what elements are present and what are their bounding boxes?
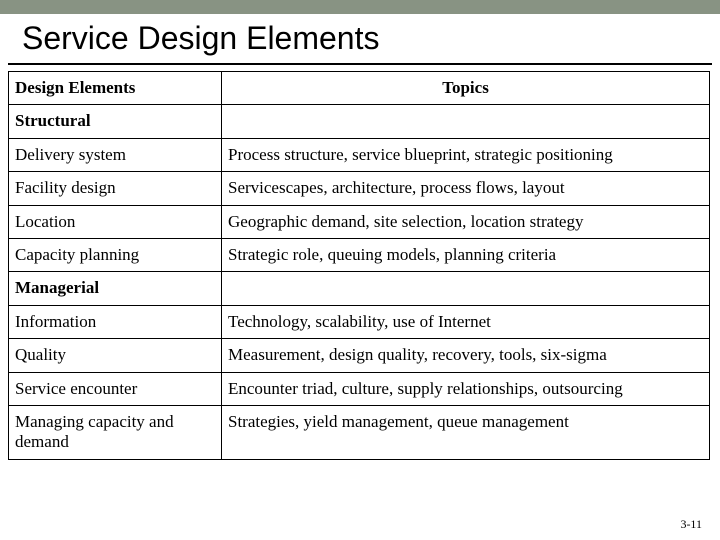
row-label: Delivery system: [9, 138, 222, 171]
table-row: Delivery system Process structure, servi…: [9, 138, 710, 171]
page-number: 3-11: [680, 517, 702, 532]
section-structural-topics: [222, 105, 710, 138]
row-label: Quality: [9, 339, 222, 372]
table-row: Managing capacity and demand Strategies,…: [9, 405, 710, 459]
header-design-elements: Design Elements: [9, 72, 222, 105]
slide-title: Service Design Elements: [8, 14, 712, 65]
table-row: Service encounter Encounter triad, cultu…: [9, 372, 710, 405]
slide-top-bar: [0, 0, 720, 14]
section-row-structural: Structural: [9, 105, 710, 138]
row-topics: Geographic demand, site selection, locat…: [222, 205, 710, 238]
design-elements-table: Design Elements Topics Structural Delive…: [8, 71, 710, 460]
header-topics: Topics: [222, 72, 710, 105]
row-topics: Process structure, service blueprint, st…: [222, 138, 710, 171]
row-label: Location: [9, 205, 222, 238]
table-row: Capacity planning Strategic role, queuin…: [9, 238, 710, 271]
row-label: Capacity planning: [9, 238, 222, 271]
table-row: Information Technology, scalability, use…: [9, 305, 710, 338]
row-topics: Technology, scalability, use of Internet: [222, 305, 710, 338]
table-row: Facility design Servicescapes, architect…: [9, 172, 710, 205]
row-topics: Measurement, design quality, recovery, t…: [222, 339, 710, 372]
row-topics: Servicescapes, architecture, process flo…: [222, 172, 710, 205]
section-managerial-topics: [222, 272, 710, 305]
row-topics: Strategies, yield management, queue mana…: [222, 405, 710, 459]
row-label: Service encounter: [9, 372, 222, 405]
row-label: Facility design: [9, 172, 222, 205]
section-managerial: Managerial: [9, 272, 222, 305]
table-row: Quality Measurement, design quality, rec…: [9, 339, 710, 372]
section-structural: Structural: [9, 105, 222, 138]
row-topics: Strategic role, queuing models, planning…: [222, 238, 710, 271]
table-header-row: Design Elements Topics: [9, 72, 710, 105]
row-label: Managing capacity and demand: [9, 405, 222, 459]
section-row-managerial: Managerial: [9, 272, 710, 305]
table-row: Location Geographic demand, site selecti…: [9, 205, 710, 238]
row-topics: Encounter triad, culture, supply relatio…: [222, 372, 710, 405]
row-label: Information: [9, 305, 222, 338]
